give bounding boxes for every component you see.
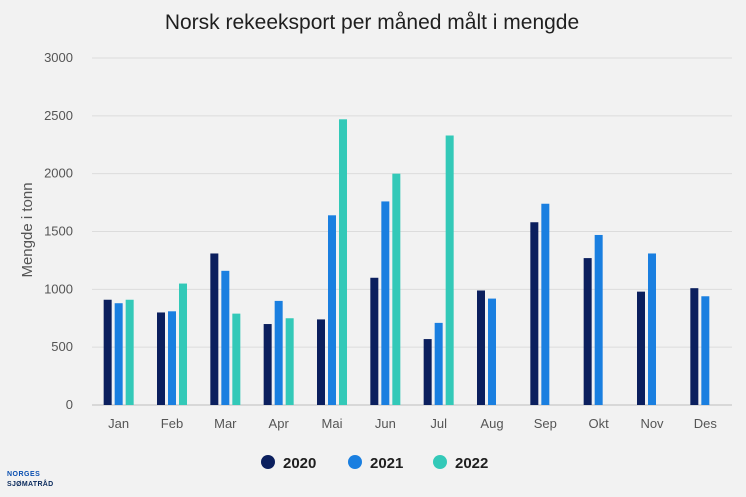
- bar-2020-jul: [423, 339, 432, 405]
- bar-2022-mar: [232, 313, 241, 405]
- y-tick-label: 1500: [44, 224, 73, 239]
- bar-2020-mai: [317, 319, 325, 405]
- bar-2021-feb: [168, 311, 176, 405]
- legend-marker-2022: [433, 455, 447, 469]
- x-tick-label: Mai: [322, 416, 343, 431]
- x-tick-label: Nov: [640, 416, 664, 431]
- y-axis-ticks: 0 500 1000 1500 2000 2500 3000: [44, 50, 73, 412]
- x-tick-label: Des: [694, 416, 718, 431]
- x-tick-label: Feb: [161, 416, 183, 431]
- bar-2021-mai: [328, 215, 336, 405]
- bar-2020-mar: [210, 253, 219, 405]
- bar-2020-jan: [103, 299, 112, 405]
- x-tick-label: Okt: [589, 416, 610, 431]
- bar-2020-aug: [477, 290, 485, 405]
- bar-2022-mai: [339, 119, 347, 405]
- gridlines: [92, 57, 732, 406]
- bar-2022-jun: [392, 173, 401, 405]
- logo-line-2: SJØMATRÅD: [7, 479, 54, 488]
- logo: NORGES SJØMATRÅD: [7, 471, 54, 488]
- bar-2021-apr: [274, 300, 283, 405]
- bar-2021-des: [701, 296, 710, 405]
- bar-2021-aug: [488, 298, 496, 405]
- bar-2021-sep: [541, 203, 550, 405]
- bar-2020-jun: [370, 277, 379, 405]
- x-tick-label: Jul: [430, 416, 447, 431]
- bar-2020-okt: [583, 258, 592, 405]
- legend: 2020 2021 2022: [261, 455, 488, 472]
- bar-2022-feb: [179, 283, 187, 405]
- bar-2020-feb: [157, 312, 165, 405]
- legend-marker-2021: [348, 455, 362, 469]
- x-tick-label: Mar: [214, 416, 237, 431]
- bar-2021-nov: [648, 253, 656, 405]
- bar-2021-jan: [114, 303, 123, 405]
- bar-2022-jan: [125, 299, 134, 405]
- x-axis-ticks: Jan Feb Mar Apr Mai Jun Jul Aug Sep Okt Nov Des: [108, 416, 717, 431]
- y-tick-label: 0: [66, 397, 73, 412]
- bar-2021-mar: [221, 270, 230, 405]
- bar-2020-sep: [530, 222, 539, 405]
- y-tick-label: 1000: [44, 281, 73, 296]
- bar-2020-apr: [263, 324, 272, 405]
- logo-line-1: NORGES: [7, 471, 40, 478]
- y-tick-label: 2500: [44, 108, 73, 123]
- x-tick-label: Sep: [534, 416, 557, 431]
- bar-2020-nov: [637, 291, 645, 405]
- bar-2020-des: [690, 288, 699, 405]
- x-tick-label: Apr: [269, 416, 290, 431]
- x-tick-label: Aug: [480, 416, 503, 431]
- chart-title: Norsk rekeeksport per måned målt i mengd…: [165, 11, 579, 34]
- y-tick-label: 500: [51, 339, 73, 354]
- y-tick-label: 3000: [44, 50, 73, 65]
- bar-2021-jun: [381, 201, 390, 405]
- bar-2022-jul: [445, 135, 454, 405]
- bar-2021-okt: [594, 234, 603, 405]
- legend-marker-2020: [261, 455, 275, 469]
- legend-label-2022: 2022: [455, 455, 488, 472]
- bars: [103, 119, 710, 405]
- y-tick-label: 2000: [44, 166, 73, 181]
- y-axis-label: Mengde i tonn: [19, 182, 36, 277]
- legend-label-2021: 2021: [370, 455, 403, 472]
- x-tick-label: Jan: [108, 416, 129, 431]
- bar-2021-jul: [434, 322, 443, 405]
- bar-2022-apr: [285, 318, 294, 405]
- x-tick-label: Jun: [375, 416, 396, 431]
- legend-label-2020: 2020: [283, 455, 316, 472]
